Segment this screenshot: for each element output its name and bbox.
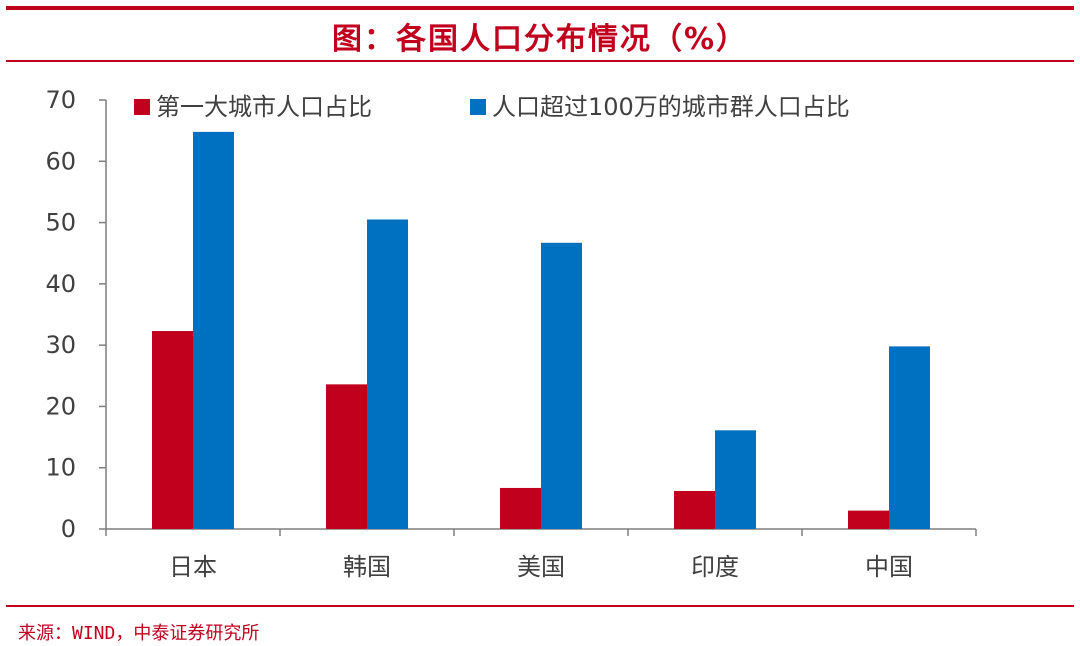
bar-city-cluster-1 bbox=[367, 219, 408, 529]
bar-city-cluster-0 bbox=[193, 131, 234, 529]
bar-city-cluster-3 bbox=[715, 430, 756, 529]
bar-first-city-4 bbox=[848, 510, 889, 529]
x-category-label: 美国 bbox=[517, 553, 565, 581]
source-note: 来源：WIND，中泰证券研究所 bbox=[18, 623, 260, 644]
legend-label: 第一大城市人口占比 bbox=[156, 93, 372, 121]
bar-city-cluster-2 bbox=[541, 242, 582, 529]
y-tick-label: 30 bbox=[45, 331, 76, 359]
legend-swatch bbox=[134, 99, 150, 115]
legend-swatch bbox=[470, 99, 486, 115]
bar-city-cluster-4 bbox=[889, 346, 930, 529]
legend-label: 人口超过100万的城市群人口占比 bbox=[492, 93, 850, 121]
y-tick-label: 70 bbox=[45, 86, 76, 114]
bar-first-city-0 bbox=[152, 331, 193, 529]
bar-first-city-2 bbox=[500, 487, 541, 529]
bar-first-city-1 bbox=[326, 384, 367, 529]
bar-chart: 0 10 20 30 40 50 60 70 日本 韩国 美国 印度 中国 第一大城市人口占比 人口超过10… bbox=[45, 86, 977, 581]
y-tick-label: 60 bbox=[45, 147, 76, 175]
y-tick-label: 40 bbox=[45, 270, 76, 298]
chart-container: 0 10 20 30 40 50 60 70 日本 韩国 美国 印度 中国 第一大城市人口占比 人口超过10… bbox=[0, 70, 1080, 600]
y-tick-label: 0 bbox=[61, 515, 76, 543]
y-tick-label: 10 bbox=[45, 454, 76, 482]
x-category-label: 日本 bbox=[169, 553, 217, 581]
y-tick-label: 20 bbox=[45, 392, 76, 420]
page-title: 图：各国人口分布情况（%） bbox=[331, 22, 749, 57]
bottom-rule bbox=[6, 605, 1074, 607]
x-category-label: 印度 bbox=[691, 553, 739, 581]
title-rule bbox=[6, 60, 1074, 62]
x-category-label: 韩国 bbox=[343, 553, 391, 581]
y-tick-label: 50 bbox=[45, 209, 76, 237]
bar-first-city-3 bbox=[674, 491, 715, 529]
top-rule bbox=[6, 6, 1074, 10]
x-category-label: 中国 bbox=[865, 553, 913, 581]
